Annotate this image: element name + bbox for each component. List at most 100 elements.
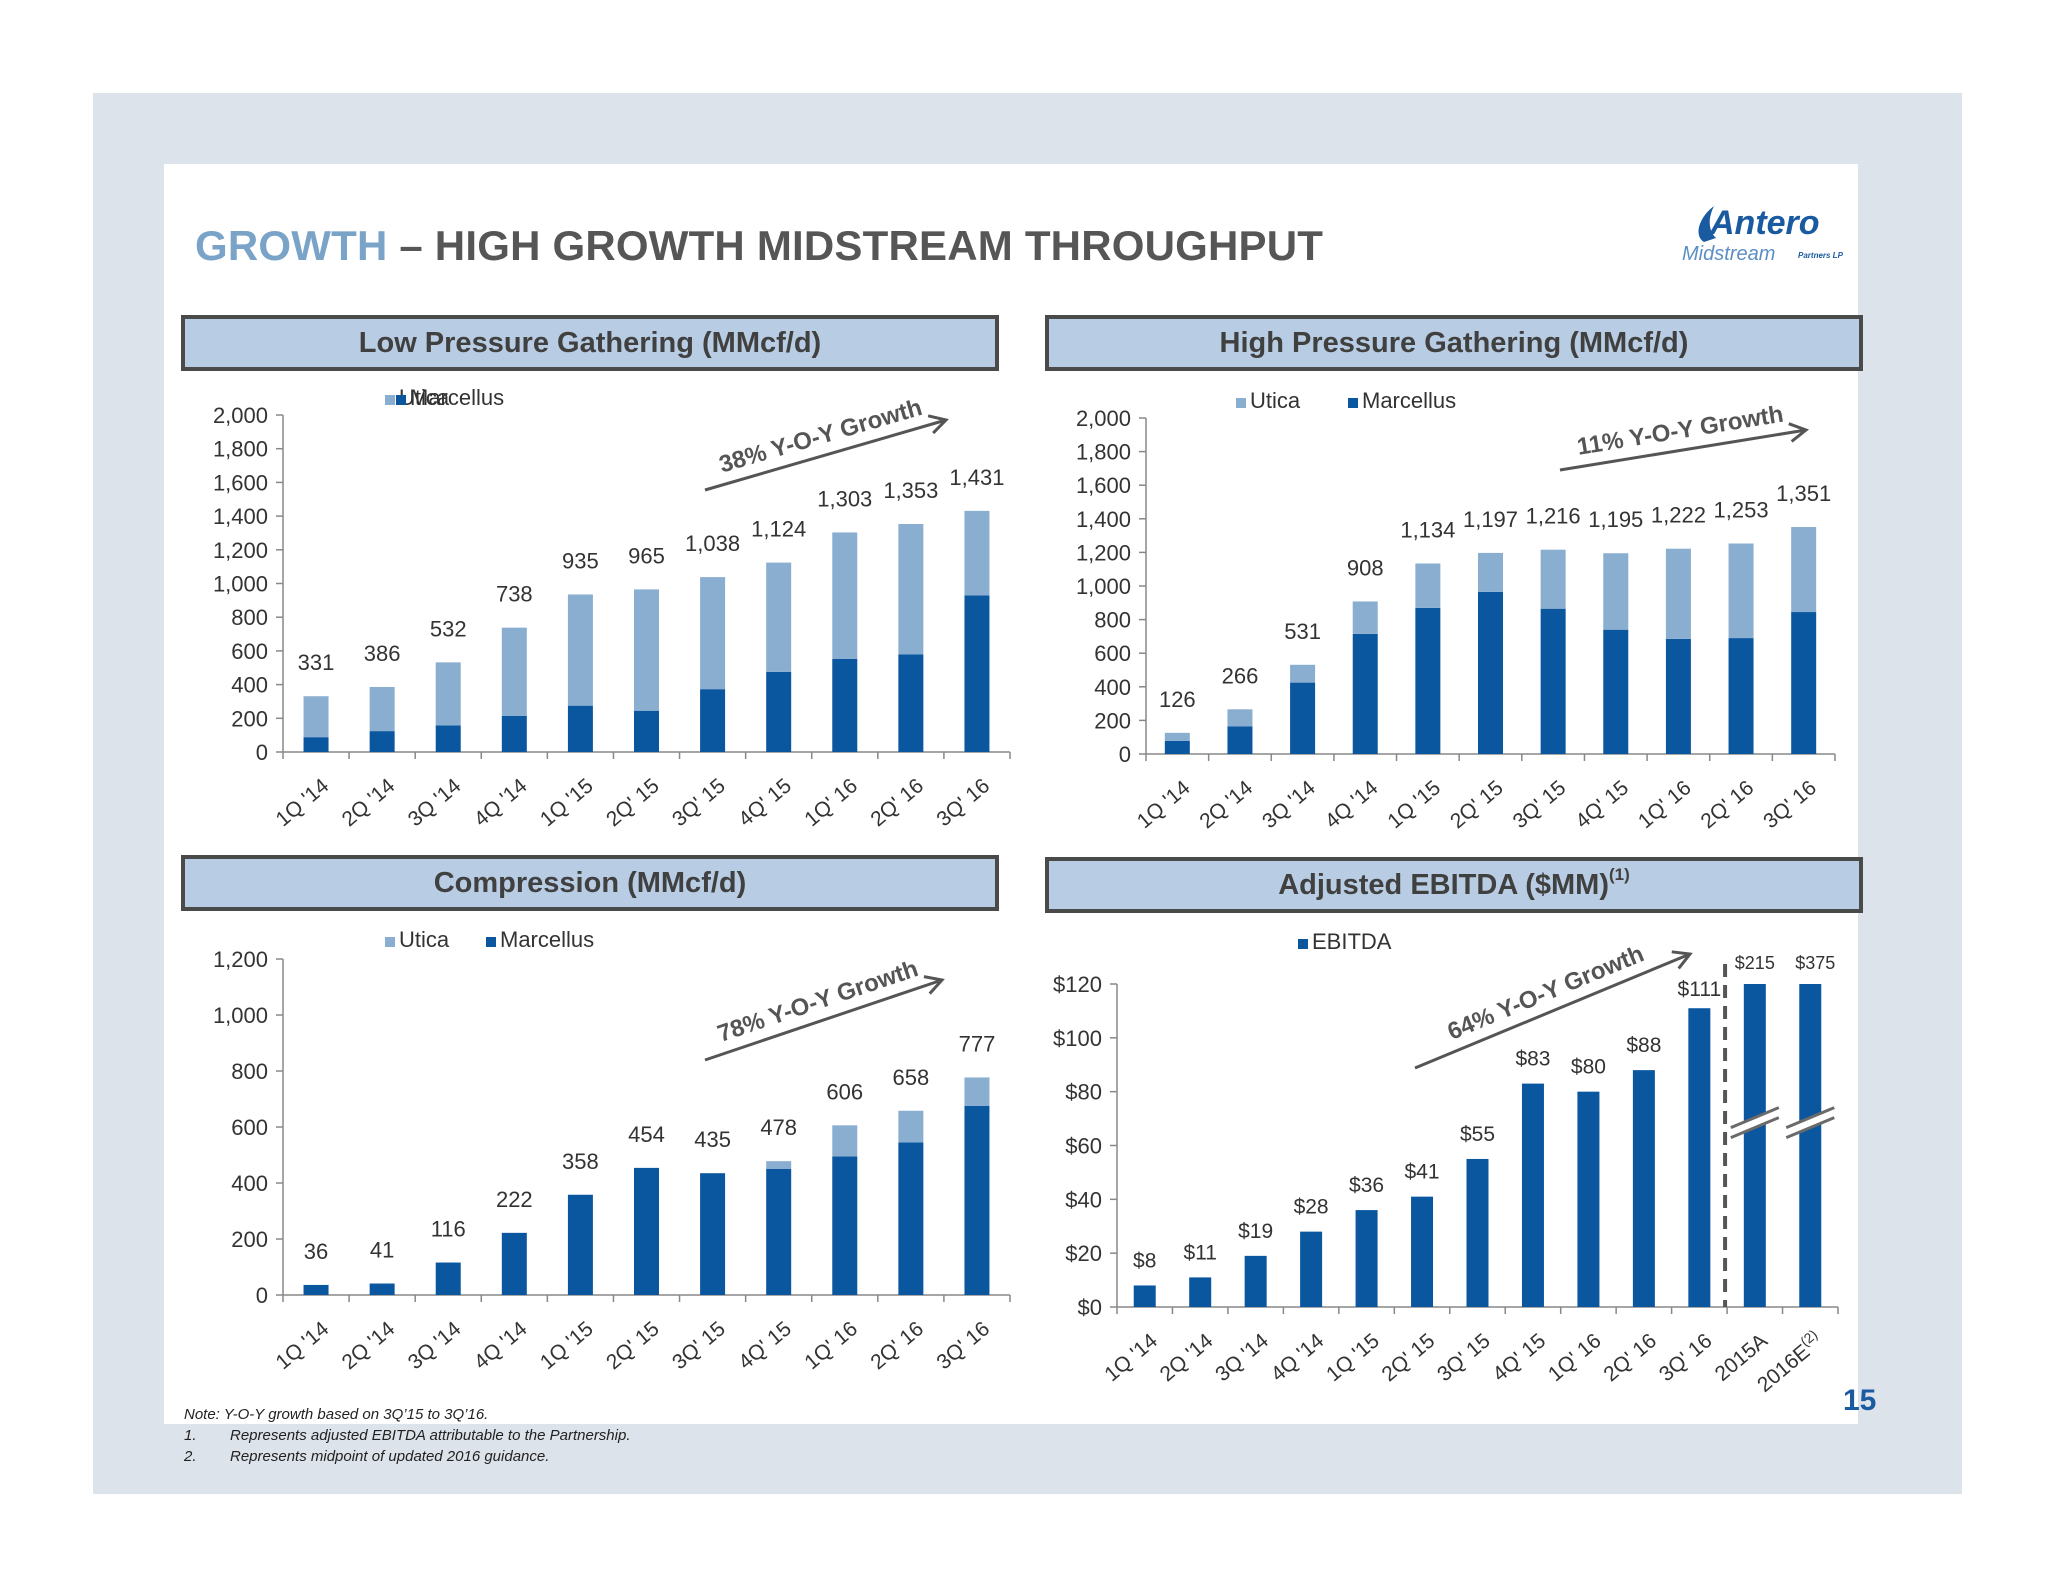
lp-data-label: 532 — [430, 616, 467, 641]
hp-bar-utica — [1603, 553, 1629, 630]
lp-legend-label-utica: Utica — [399, 385, 450, 410]
ebitda-axis-break-line — [1785, 1116, 1835, 1139]
lp-legend-swatch-marcellus — [396, 395, 406, 405]
ebitda-data-label: $36 — [1349, 1174, 1384, 1197]
lp-growth-arrow-head — [927, 414, 949, 435]
lp-bar-utica — [501, 627, 527, 716]
lp-bar-marcellus — [435, 725, 461, 752]
ebitda-axis-break-line — [1730, 1116, 1780, 1139]
lp-bar-marcellus — [964, 595, 990, 752]
lp-data-label: 1,353 — [883, 478, 938, 503]
lp-bar-marcellus — [700, 689, 726, 752]
slide-canvas — [164, 164, 1858, 1424]
lp-data-label: 738 — [496, 582, 533, 607]
hp-bar-utica — [1290, 664, 1316, 683]
hp-bar-marcellus — [1415, 607, 1441, 754]
comp-data-label: 222 — [496, 1187, 533, 1212]
ebitda-data-label: $111 — [1678, 978, 1722, 1001]
lp-bar-marcellus — [501, 715, 527, 752]
comp-data-label: 478 — [760, 1115, 797, 1140]
ebitda-axis-break-gap — [1784, 1107, 1837, 1138]
hp-y-tick-label: 1,800 — [1076, 440, 1131, 465]
comp-y-tick-label: 800 — [231, 1059, 268, 1084]
hp-data-label: 1,134 — [1400, 517, 1455, 542]
comp-bar-marcellus — [634, 1167, 659, 1295]
comp-data-label: 116 — [431, 1217, 466, 1242]
ebitda-data-label: $375 — [1795, 953, 1835, 973]
ebitda-bar — [1799, 984, 1822, 1307]
hp-y-tick-label: 2,000 — [1076, 406, 1131, 431]
comp-bar-marcellus — [766, 1169, 792, 1295]
comp-legend-label-utica: Utica — [399, 927, 450, 952]
ebitda-data-label: $215 — [1735, 953, 1775, 973]
hp-bar-utica — [1728, 543, 1754, 639]
ebitda-header: Adjusted EBITDA ($MM) (1) — [1045, 857, 1863, 913]
comp-y-tick-label: 1,000 — [213, 1003, 268, 1028]
comp-data-label: 435 — [694, 1127, 731, 1152]
lp-y-tick-label: 0 — [256, 740, 268, 765]
lp-y-tick-label: 1,600 — [213, 470, 268, 495]
lp-legend-label-marcellus: Marcellus — [410, 385, 504, 410]
comp-data-label: 606 — [826, 1079, 863, 1104]
ebitda-x-tick-label: 1Q' 16 — [1544, 1329, 1606, 1386]
title-rest: – HIGH GROWTH MIDSTREAM THROUGHPUT — [387, 222, 1324, 269]
ebitda-y-tick-label: $40 — [1065, 1187, 1102, 1212]
ebitda-y-tick-label: $60 — [1065, 1134, 1102, 1159]
lp-bar-marcellus — [303, 737, 329, 752]
lp-bar-marcellus — [567, 705, 593, 752]
lp-bar-utica — [700, 577, 726, 690]
hp-bar-marcellus — [1290, 682, 1316, 754]
ebitda-y-tick-label: $100 — [1053, 1026, 1102, 1051]
ebitda-data-label: $55 — [1460, 1123, 1495, 1146]
ebitda-data-label: $19 — [1238, 1220, 1273, 1243]
lp-bar-utica — [435, 662, 461, 726]
hp-bar-utica — [1164, 732, 1190, 741]
antero-logo: Antero Midstream Partners LP — [1682, 204, 1844, 265]
ebitda-legend-swatch-ebitda — [1298, 939, 1308, 949]
hp-bar-marcellus — [1478, 591, 1503, 754]
comp-bar-utica — [766, 1161, 792, 1169]
hp-data-label: 126 — [1159, 687, 1196, 712]
hp-data-label: 1,216 — [1526, 504, 1581, 529]
ebitda-data-label: $80 — [1571, 1056, 1606, 1079]
ebitda-y-tick-label: $20 — [1065, 1241, 1102, 1266]
ebitda-bar — [1466, 1158, 1489, 1307]
comp-bar-marcellus — [369, 1283, 395, 1295]
lp-data-label: 965 — [628, 543, 665, 568]
lp-legend-swatch-utica — [385, 395, 395, 405]
lp-header: Low Pressure Gathering (MMcf/d) — [181, 315, 999, 371]
comp-data-label: 358 — [562, 1149, 599, 1174]
hp-header: High Pressure Gathering (MMcf/d) — [1045, 315, 1863, 371]
comp-bar-marcellus — [832, 1156, 858, 1295]
lp-data-label: 386 — [364, 641, 401, 666]
comp-bar-utica — [898, 1110, 924, 1143]
hp-y-tick-label: 0 — [1119, 742, 1131, 767]
comp-bar-marcellus — [303, 1284, 329, 1295]
hp-growth-arrow-head — [1788, 422, 1810, 443]
ebitda-x-tick-label: 4Q '14 — [1267, 1329, 1329, 1386]
comp-data-label: 777 — [959, 1031, 996, 1056]
ebitda-bar — [1244, 1255, 1267, 1307]
ebitda-y-tick-label: $120 — [1053, 972, 1102, 997]
lp-y-tick-label: 1,000 — [213, 572, 268, 597]
hp-bar-utica — [1478, 552, 1503, 592]
lp-bar-marcellus — [634, 710, 659, 752]
logo-name: Antero — [1709, 204, 1820, 242]
comp-bar-marcellus — [898, 1142, 924, 1295]
lp-data-label: 1,038 — [685, 531, 740, 556]
footnote-note: Note: Y-O-Y growth based on 3Q’15 to 3Q’… — [184, 1406, 489, 1423]
hp-bar-utica — [1665, 548, 1691, 639]
hp-legend-swatch-marcellus — [1348, 398, 1358, 408]
ebitda-header-sup: (1) — [1609, 865, 1630, 884]
comp-bar-marcellus — [567, 1194, 593, 1295]
ebitda-x-tick-sup: (2) — [1797, 1326, 1820, 1349]
lp-bar-utica — [898, 524, 924, 655]
comp-legend-swatch-marcellus — [486, 937, 496, 947]
comp-legend-label-marcellus: Marcellus — [500, 927, 594, 952]
ebitda-bar — [1521, 1083, 1544, 1307]
title-accent: GROWTH — [195, 222, 388, 269]
hp-data-label: 266 — [1222, 663, 1259, 688]
lp-bar-utica — [567, 594, 593, 706]
hp-growth-arrow-line — [1559, 428, 1807, 472]
